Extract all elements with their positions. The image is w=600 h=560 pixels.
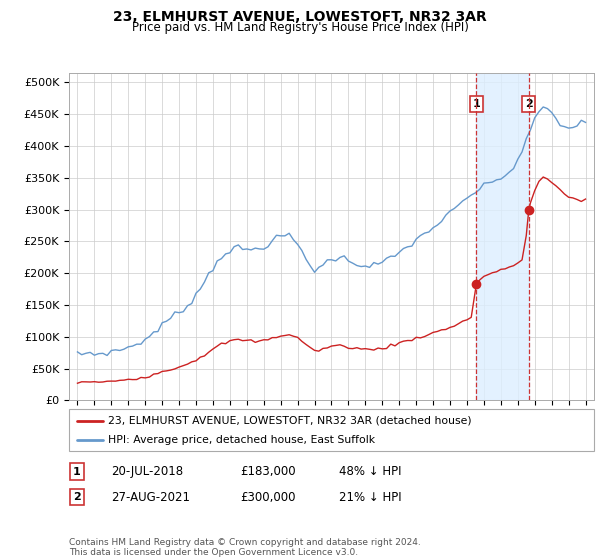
Text: 20-JUL-2018: 20-JUL-2018: [111, 465, 183, 478]
Text: Contains HM Land Registry data © Crown copyright and database right 2024.
This d: Contains HM Land Registry data © Crown c…: [69, 538, 421, 557]
Text: 2: 2: [525, 99, 533, 109]
Text: 27-AUG-2021: 27-AUG-2021: [111, 491, 190, 504]
FancyBboxPatch shape: [69, 409, 594, 451]
Text: 1: 1: [73, 466, 80, 477]
Text: 23, ELMHURST AVENUE, LOWESTOFT, NR32 3AR: 23, ELMHURST AVENUE, LOWESTOFT, NR32 3AR: [113, 10, 487, 24]
Text: £300,000: £300,000: [240, 491, 296, 504]
Text: 21% ↓ HPI: 21% ↓ HPI: [339, 491, 401, 504]
Text: Price paid vs. HM Land Registry's House Price Index (HPI): Price paid vs. HM Land Registry's House …: [131, 21, 469, 34]
Text: £183,000: £183,000: [240, 465, 296, 478]
Bar: [476, 73, 529, 400]
Text: 23, ELMHURST AVENUE, LOWESTOFT, NR32 3AR (detached house): 23, ELMHURST AVENUE, LOWESTOFT, NR32 3AR…: [109, 416, 472, 426]
Text: HPI: Average price, detached house, East Suffolk: HPI: Average price, detached house, East…: [109, 435, 376, 445]
Text: 48% ↓ HPI: 48% ↓ HPI: [339, 465, 401, 478]
Text: 1: 1: [472, 99, 480, 109]
Text: 2: 2: [73, 492, 80, 502]
